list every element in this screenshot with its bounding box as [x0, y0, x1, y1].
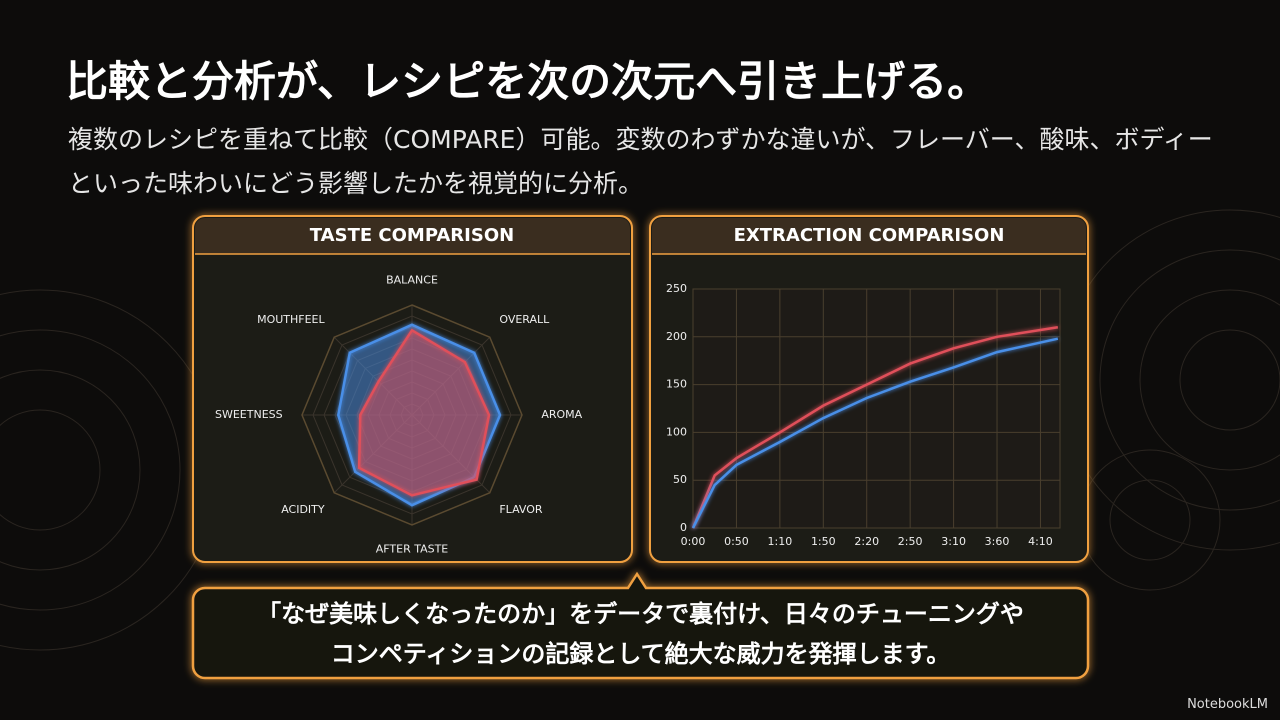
grid-ring: [312, 315, 512, 515]
callout-box: [191, 571, 1090, 680]
x-tick-label: 2:20: [854, 535, 879, 548]
callout-line: 「なぜ美味しくなったのか」をデータで裏付け、日々のチューニングや: [257, 600, 1024, 628]
plot-area: [692, 288, 1061, 529]
x-tick-label: 2:50: [898, 535, 923, 548]
x-tick-label: 3:10: [941, 535, 966, 548]
callout: 「なぜ美味しくなったのか」をデータで裏付け、日々のチューニングや コンペティショ…: [193, 590, 1088, 678]
axis-label: ACIDITY: [281, 503, 325, 516]
radar-area: [357, 328, 491, 497]
y-tick-label: 250: [666, 282, 687, 295]
axis-label: OVERALL: [499, 313, 550, 326]
axis-label: AFTER TASTE: [376, 542, 449, 555]
line: [691, 337, 1059, 529]
axis-label: BALANCE: [386, 274, 438, 287]
y-tick-label: 100: [666, 425, 687, 438]
x-tick-label: 1:10: [768, 535, 793, 548]
panel-title: TASTE COMPARISON: [310, 225, 514, 246]
grid-ring: [301, 304, 523, 526]
y-tick-label: 150: [666, 378, 687, 391]
callout-line: コンペティションの記録として絶大な威力を発揮します。: [330, 640, 951, 668]
y-tick-label: 50: [673, 473, 687, 486]
axis-label: MOUTHFEEL: [257, 313, 325, 326]
y-tick-label: 0: [680, 521, 687, 534]
slide-subtitle: 複数のレシピを重ねて比較（COMPARE）可能。変数のわずかな違いが、フレーバー…: [68, 125, 1213, 198]
x-tick-label: 0:50: [724, 535, 749, 548]
line: [691, 326, 1059, 529]
charts: BALANCE OVERALL AROMA FLAVOR AFTER TASTE ACID…: [215, 274, 1061, 555]
x-tick-label: 4:10: [1028, 535, 1053, 548]
axis-label: SWEETNESS: [215, 408, 283, 421]
axis-label: AROMA: [541, 408, 582, 421]
brand: NotebookLM: [1187, 697, 1268, 712]
panel-title: EXTRACTION COMPARISON: [734, 225, 1005, 246]
slide-title: 比較と分析が、レシピを次の次元へ引き上げる。: [66, 57, 990, 106]
x-tick-label: 1:50: [811, 535, 836, 548]
axis-label: FLAVOR: [499, 503, 543, 516]
x-tick-label: 0:00: [681, 535, 706, 548]
x-tick-label: 3:60: [985, 535, 1010, 548]
y-tick-label: 200: [666, 330, 687, 343]
